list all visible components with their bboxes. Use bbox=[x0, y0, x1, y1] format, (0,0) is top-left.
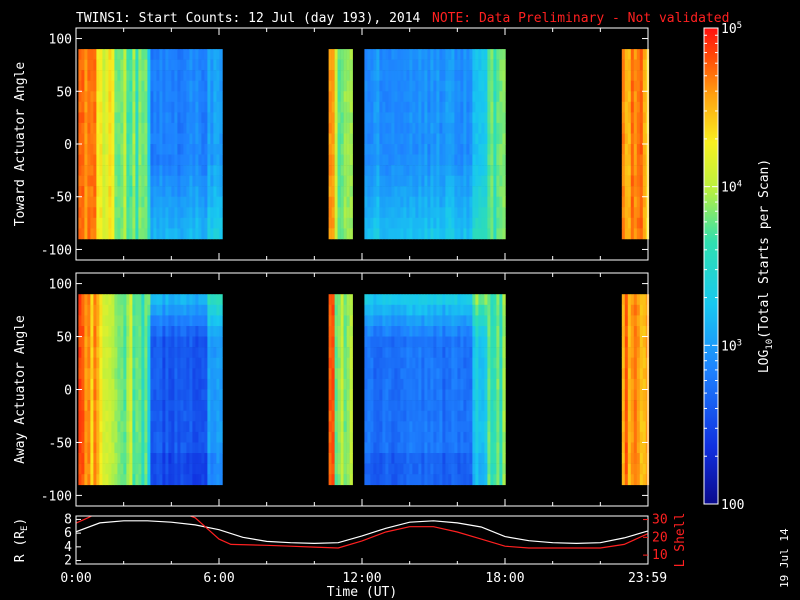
colorbar-tick-label: 100 bbox=[721, 498, 744, 513]
y-tick-label-right: 30 bbox=[652, 513, 668, 528]
y-tick-label: -50 bbox=[49, 436, 72, 451]
y-tick-label-left: 2 bbox=[64, 554, 72, 569]
x-tick-label: 0:00 bbox=[60, 571, 91, 586]
colorbar-tick-label: 103 bbox=[721, 338, 742, 354]
x-tick-label: 12:00 bbox=[342, 571, 381, 586]
x-tick-label: 6:00 bbox=[203, 571, 234, 586]
y-tick-label: 0 bbox=[64, 138, 72, 153]
x-axis-label: Time (UT) bbox=[327, 585, 397, 600]
x-tick-label: 18:00 bbox=[485, 571, 524, 586]
y-tick-label: 50 bbox=[56, 331, 72, 346]
x-tick-label: 23:59 bbox=[628, 571, 667, 586]
colorbar-tick-label: 104 bbox=[721, 180, 742, 196]
l-shell-axis-label: L Shell bbox=[673, 513, 688, 568]
y-tick-label-left: 6 bbox=[64, 526, 72, 541]
toward-spectrogram-panel: 100 50 0 -50 -100 Toward Actuator Angle bbox=[13, 27, 650, 261]
y-tick-label: -50 bbox=[49, 191, 72, 206]
x-axis: 0:00 6:00 12:00 18:00 23:59 bbox=[60, 571, 667, 586]
y-axis-label: Away Actuator Angle bbox=[13, 315, 28, 464]
r-axis-label: R (RE) bbox=[13, 518, 30, 563]
y-axis-label: Toward Actuator Angle bbox=[13, 62, 28, 227]
colorbar-label: LOG10(Total Starts per Scan) bbox=[757, 159, 775, 373]
y-tick-label-right: 20 bbox=[652, 530, 668, 545]
colorbar bbox=[703, 27, 719, 505]
away-spectrogram-panel: 100 50 0 -50 -100 Away Actuator Angle bbox=[13, 272, 650, 507]
y-tick-label: 0 bbox=[64, 384, 72, 399]
r-re-line bbox=[76, 520, 648, 545]
y-tick-label: 50 bbox=[56, 85, 72, 100]
y-tick-label-right: 10 bbox=[652, 548, 668, 563]
preliminary-note: NOTE: Data Preliminary - Not validated bbox=[432, 11, 729, 26]
y-tick-label-left: 4 bbox=[64, 540, 72, 555]
colorbar-tick-label: 105 bbox=[721, 21, 742, 37]
chart-title: TWINS1: Start Counts: 12 Jul (day 193), … bbox=[76, 11, 421, 26]
y-tick-label-left: 8 bbox=[64, 512, 72, 527]
y-tick-label: 100 bbox=[49, 33, 72, 48]
l-shell-line bbox=[76, 516, 648, 549]
date-stamp: 19 Jul 14 bbox=[778, 528, 791, 588]
colorbar-ticks: 105 104 103 100 bbox=[704, 21, 744, 513]
y-tick-label: -100 bbox=[41, 243, 72, 258]
y-tick-label: -100 bbox=[41, 489, 72, 504]
y-tick-label: 100 bbox=[49, 278, 72, 293]
